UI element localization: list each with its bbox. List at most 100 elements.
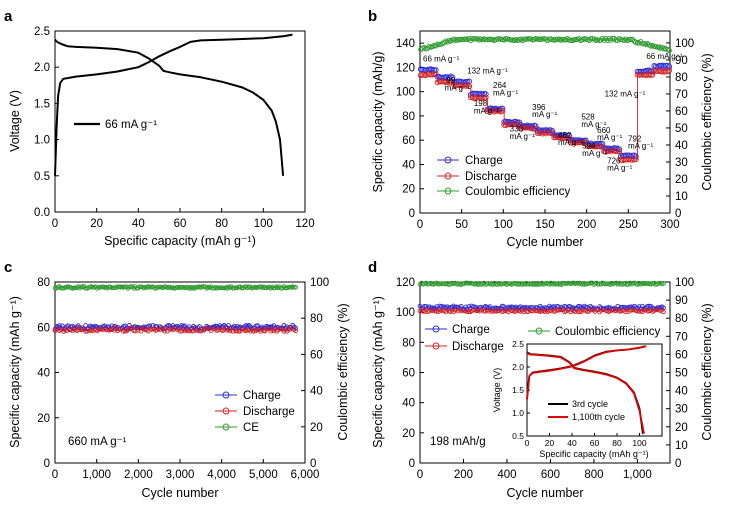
panel-b-rate-annotation: 132 mA g⁻¹: [605, 90, 646, 99]
panel-c-points: [52, 284, 298, 334]
panel-b-rate-annotation: 594: [582, 142, 596, 151]
panel-c-rate-annotation: 660 mA g⁻¹: [68, 436, 127, 448]
panel-b-x-tick-label: 200: [577, 219, 596, 231]
panel-d-x-tick-label: 600: [541, 469, 560, 481]
panel-b-y2-tick-label: 70: [675, 89, 688, 101]
panel-d-discharge-point: [464, 309, 470, 315]
inset-1100th-cycle-discharge-curve: [526, 352, 645, 434]
panel-d-ce-point: [499, 281, 505, 287]
panel-a-x-tick-label: 20: [90, 218, 103, 230]
panel-d-x-axis-label: Cycle number: [506, 486, 583, 500]
panel-b-discharge-point: [539, 130, 546, 137]
panel-b-ce-point: [591, 36, 597, 42]
inset-x-tick-label: 100: [632, 438, 646, 448]
panel-d-discharge-point: [661, 309, 666, 315]
panel-c-y2-tick-label: 80: [310, 313, 323, 325]
panel-a-x-tick-label: 100: [254, 218, 273, 230]
panel-b-ce-point: [441, 39, 447, 46]
panel-a-y-axis-label: Voltage (V): [8, 90, 22, 152]
panel-letter-a: a: [4, 8, 13, 25]
panel-d-legend-label: Discharge: [452, 341, 504, 353]
inset-lines: [526, 345, 647, 434]
panel-d-y-tick-label: 40: [402, 398, 415, 410]
panel-b-discharge-point: [482, 94, 489, 101]
panel-d-y2-tick-label: 80: [675, 313, 688, 325]
panel-c-ce-point: [147, 284, 153, 290]
panel-b-rate-annotation: mA g⁻¹: [445, 83, 470, 92]
panel-c-legend-marker: [222, 407, 230, 415]
panel-c-ce-point: [83, 285, 88, 291]
panel-b-x-tick-label: 50: [455, 219, 468, 231]
panel-b-ce-point: [588, 36, 594, 42]
panel-b-y-tick-label: 60: [402, 135, 415, 147]
panel-b-ce-point: [636, 40, 642, 46]
panel-b-rate-annotation: mA g⁻¹: [558, 138, 583, 147]
panel-b-rate-annotation: 198: [474, 99, 488, 108]
inset-legend: 3rd cycle 1,100th cycle: [548, 399, 625, 422]
panel-c-x-tick-label: 2,000: [124, 469, 153, 481]
panel-b-chart: 0 50 100 150 200 250 3000204060801001201400102…: [371, 30, 714, 249]
panel-a-x-tick-label: 120: [295, 218, 314, 230]
panel-b-discharge-point: [499, 107, 506, 114]
panel-d-y-tick-label: 120: [396, 277, 415, 289]
panel-d-y2-tick-label: 0: [675, 458, 681, 470]
panel-b-y2-tick-label: 20: [675, 174, 688, 186]
panel-d-y2-axis-label: Coulombic efficiency (%): [700, 303, 714, 440]
panel-b-charge-point: [616, 146, 623, 153]
panel-b-rate-annotation: 660: [597, 126, 611, 135]
panel-c-y-axis-label: Specific capacity (mAh g⁻¹): [8, 296, 22, 448]
panel-d-legend-marker: [432, 342, 440, 350]
panel-b-y2-tick-label: 40: [675, 140, 688, 152]
panel-b-discharge-point: [632, 156, 639, 163]
panel-b-legend-label: Coulombic efficiency: [465, 186, 571, 198]
panel-c-chart: 0 1,000 2,000 3,000 4,000 5,000 6,000020406080…: [8, 277, 350, 500]
panel-c-ce-point: [293, 285, 298, 290]
panel-a-x-axis-label: Specific capacity (mAh g⁻¹): [104, 234, 256, 248]
panel-b-y2-tick-label: 30: [675, 157, 688, 169]
panel-d-rate-annotation: 198 mAh/g: [430, 436, 486, 448]
inset-y-tick-label: 1.0: [512, 408, 524, 418]
panel-b-charge-point: [499, 105, 506, 112]
inset-y-tick-label: 1.5: [512, 385, 524, 395]
panel-b-x-tick-label: 150: [535, 219, 554, 231]
panel-c-ce-point: [137, 284, 142, 290]
panel-b-x-tick-label: 250: [619, 219, 638, 231]
panel-c-x-tick-label: 3,000: [166, 469, 195, 481]
inset-y-tick-label: 0.5: [512, 431, 524, 441]
panel-c-ce-point: [110, 285, 116, 291]
panel-c-legend-marker: [222, 423, 230, 431]
panel-b-discharge-point: [616, 148, 623, 155]
inset-y-tick-label: 2.5: [512, 339, 524, 349]
panel-b-rate-annotation: mA g⁻¹: [607, 164, 632, 173]
panel-b-y2-tick-label: 80: [675, 72, 688, 84]
panel-d-y2-tick-label: 30: [675, 404, 688, 416]
panel-b-y-tick-label: 80: [402, 111, 415, 123]
panel-d-x-tick-label: 0: [417, 469, 423, 481]
panel-d-y-tick-label: 60: [402, 368, 415, 380]
panel-d-ce-point: [460, 281, 465, 286]
panel-c-y-tick-label: 60: [37, 322, 50, 334]
panel-c-legend: Charge Discharge CE: [215, 390, 295, 434]
panel-d-legend-marker: [432, 325, 440, 333]
panel-b-y2-tick-label: 50: [675, 123, 688, 135]
panel-b-ce-point: [534, 36, 541, 42]
panel-b-rate-annotation: mA g⁻¹: [510, 132, 535, 141]
panel-c-ce-point: [59, 285, 65, 291]
panel-b-charge-point: [482, 91, 489, 97]
panel-c-ticks: 0 1,000 2,000 3,000 4,000 5,000 6,000020406080…: [37, 277, 329, 481]
panel-b-ce-point: [606, 35, 612, 42]
inset-x-tick-label: 20: [545, 438, 555, 448]
panel-d-legend: Charge Discharge Coulombic efficiency: [425, 324, 661, 353]
panel-letter-c: c: [4, 259, 12, 276]
panel-b-y-tick-label: 100: [396, 87, 415, 99]
panel-c-ce-point: [90, 284, 96, 290]
inset-legend-label: 1,100th cycle: [572, 412, 625, 422]
panel-b-ce-point: [508, 37, 514, 43]
panel-d-y2-tick-label: 10: [675, 440, 688, 452]
panel-d-ce-point: [661, 281, 666, 286]
inset-ticks: 0 20 40 60 80 100 0.5 1.0 1.5 2.0 2.5: [512, 339, 647, 448]
panel-b-rate-annotation: 99: [446, 76, 455, 85]
panel-c-legend-label: Charge: [243, 390, 281, 402]
panel-d-y2-tick-label: 50: [675, 368, 688, 380]
